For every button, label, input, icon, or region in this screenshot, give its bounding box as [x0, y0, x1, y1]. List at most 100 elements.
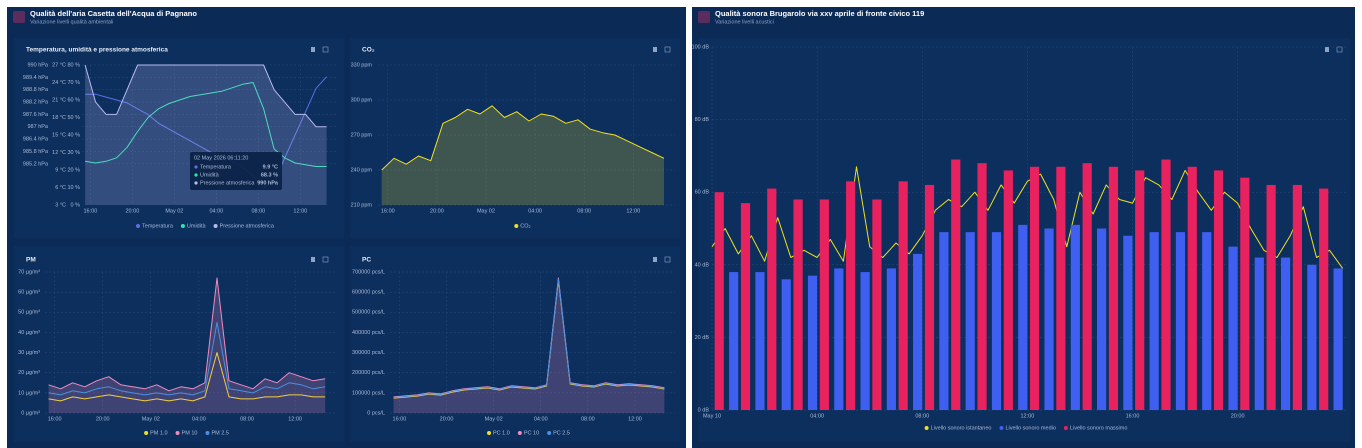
y-tick-label: 987 hPa: [28, 124, 49, 130]
bar: [729, 272, 739, 410]
bar: [965, 232, 975, 410]
y-tick-label: 80 dB: [695, 117, 710, 123]
bar: [807, 275, 818, 410]
legend-marker: [514, 224, 519, 228]
chart-title: PM: [26, 257, 36, 264]
bar: [872, 199, 882, 410]
y-tick-label: 24 °C: [52, 80, 66, 86]
y-tick-label: 9 °C: [55, 167, 66, 173]
panel-subtitle: Variazione livelli acustici: [715, 19, 774, 25]
legend-marker: [487, 431, 492, 435]
legend-marker: [517, 431, 522, 435]
legend-marker: [924, 426, 929, 430]
bar: [834, 268, 844, 410]
bar: [1082, 163, 1092, 410]
x-tick-label: 12:00: [293, 208, 307, 214]
line: [393, 279, 665, 399]
x-tick-label: 12:00: [288, 416, 302, 422]
bar: [1213, 170, 1224, 410]
bar: [991, 232, 1002, 410]
x-tick-label: 08:00: [915, 413, 929, 419]
legend-label: Umidità: [187, 223, 207, 229]
y-tick-label: 989.4 hPa: [23, 75, 49, 81]
line: [48, 277, 326, 392]
y-tick-label: 600000 pcs/L: [352, 290, 385, 296]
y-tick-label: 987.6 hPa: [23, 112, 49, 118]
y-tick-label: 985.8 hPa: [23, 149, 49, 155]
y-tick-label: 270 ppm: [351, 132, 373, 138]
y-tick-label: 400000 pcs/L: [352, 330, 385, 336]
line: [85, 76, 327, 188]
chart-title: CO₂: [362, 47, 375, 54]
tooltip-title: 02 May 2026 06:11:20: [194, 155, 248, 161]
y-tick-label: 40 %: [67, 132, 80, 138]
y-tick-label: 300 ppm: [351, 97, 373, 103]
x-tick-label: 16:00: [84, 208, 98, 214]
bar: [886, 268, 896, 410]
tooltip-box: [190, 152, 282, 190]
tooltip-name: Umidità: [200, 172, 220, 178]
bar: [1097, 228, 1107, 410]
y-tick-label: 70 %: [67, 80, 80, 86]
line: [381, 105, 665, 171]
bar: [1254, 257, 1264, 410]
bar: [898, 181, 908, 410]
panel-subtitle: Variazione livelli qualità ambientali: [30, 19, 113, 25]
panel-icon: [698, 11, 710, 23]
legend-label: CO₂: [520, 223, 530, 229]
y-tick-label: 10 %: [67, 185, 80, 191]
x-tick-label: May 02: [485, 416, 503, 422]
bar: [1240, 177, 1250, 410]
bar: [1319, 188, 1329, 410]
legend-label: Temperatura: [142, 223, 174, 229]
bar: [951, 159, 961, 410]
bar: [977, 163, 987, 410]
legend-marker: [547, 431, 552, 435]
legend-label: Livello sonoro medio: [1005, 425, 1055, 431]
x-tick-label: 12:00: [1020, 413, 1034, 419]
y-tick-label: 100000 pcs/L: [352, 390, 385, 396]
bar: [860, 272, 870, 410]
line: [393, 277, 665, 398]
bar: [714, 192, 724, 410]
legend-label: Livello sonoro massimo: [1070, 425, 1127, 431]
x-tick-label: 08:00: [240, 416, 254, 422]
y-tick-label: 0 dB: [698, 407, 710, 413]
y-tick-label: 240 ppm: [351, 167, 373, 173]
x-tick-label: 20:00: [125, 208, 139, 214]
legend-marker: [999, 426, 1004, 430]
tooltip-name: Pressione atmosferica: [200, 180, 255, 186]
y-tick-label: 18 °C: [52, 115, 66, 121]
bar: [1135, 170, 1145, 410]
bar: [846, 181, 856, 410]
y-tick-label: 330 ppm: [351, 62, 373, 68]
x-tick-label: 16:00: [393, 416, 407, 422]
chart-box: [350, 246, 680, 442]
tooltip-marker: [194, 181, 198, 185]
y-tick-label: 500000 pcs/L: [352, 310, 385, 316]
x-tick-label: 20:00: [1231, 413, 1245, 419]
y-tick-label: 30 %: [67, 150, 80, 156]
chart-tools[interactable]: [311, 46, 1343, 263]
x-tick-label: 16:00: [48, 416, 62, 422]
bar: [755, 272, 765, 410]
bar: [1056, 166, 1066, 410]
y-tick-label: 60 dB: [695, 190, 710, 196]
area: [393, 278, 665, 413]
bar: [767, 188, 777, 410]
x-tick-label: 16:00: [1126, 413, 1140, 419]
chart-title: PC: [362, 257, 371, 264]
legend-label: Livello sonoro istantaneo: [931, 425, 992, 431]
bar: [939, 232, 949, 410]
bar: [1003, 170, 1013, 410]
tooltip-marker: [194, 173, 198, 177]
bar: [1123, 235, 1133, 410]
legend-label: PM 1.0: [150, 430, 167, 436]
y-tick-label: 6 °C: [55, 185, 66, 191]
y-tick-label: 0 %: [71, 202, 81, 208]
legend-marker: [136, 224, 141, 228]
bar: [1108, 166, 1119, 410]
x-tick-label: 04:00: [534, 416, 548, 422]
bar: [1292, 184, 1303, 410]
